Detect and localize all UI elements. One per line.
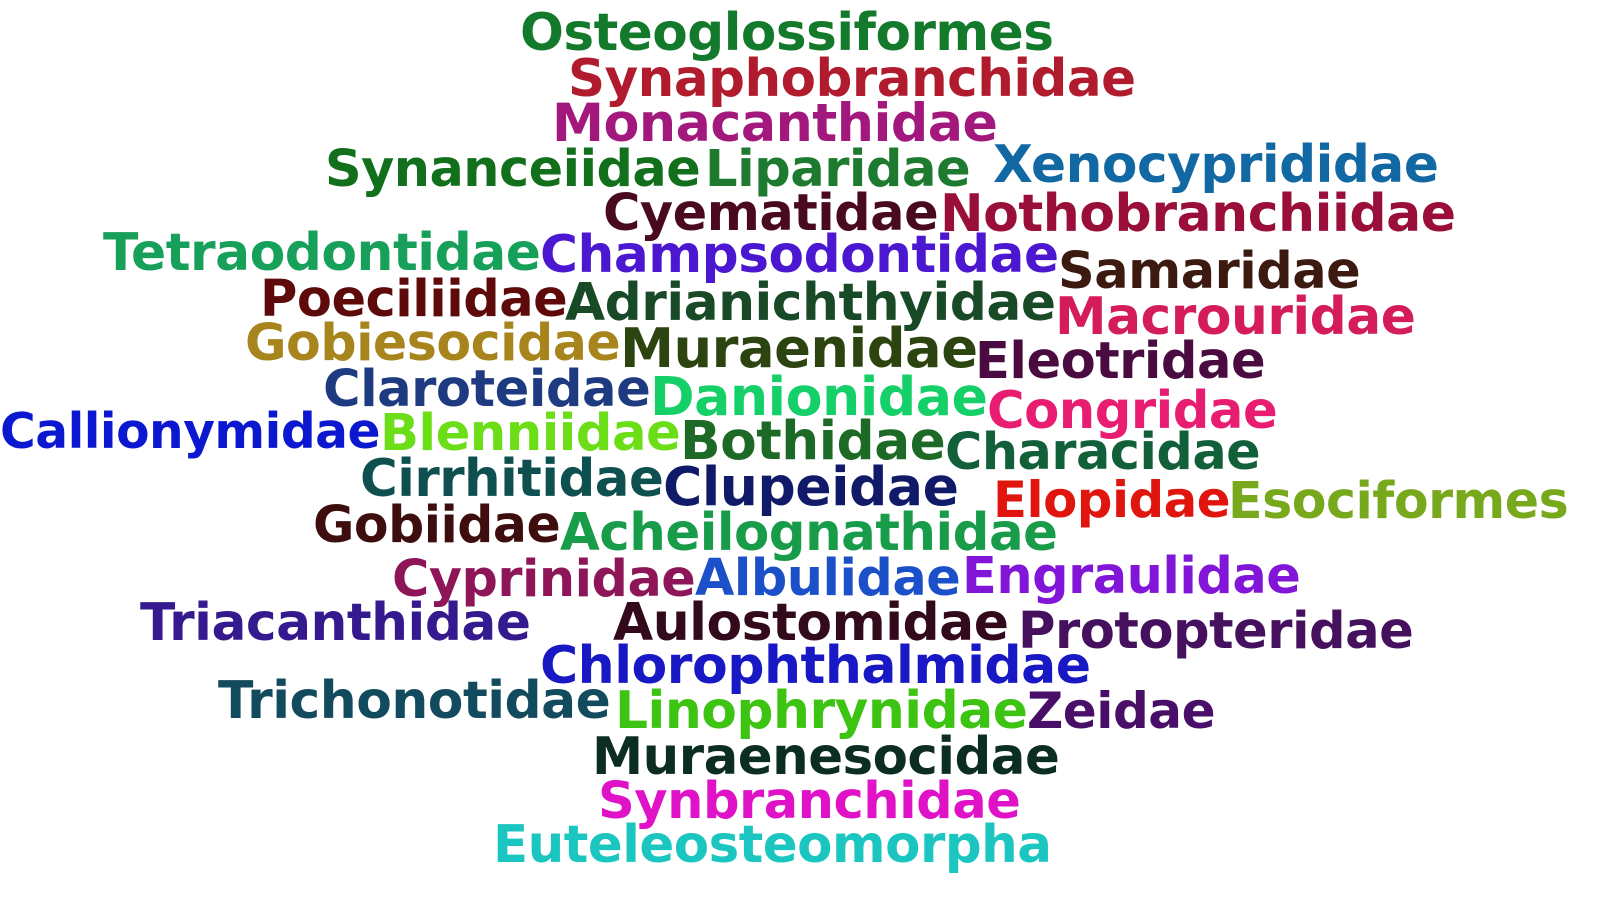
word-cirrhitidae: Cirrhitidae [360,449,664,509]
word-clupeidae: Clupeidae [663,455,959,518]
word-euteleosteomorpha: Euteleosteomorpha [493,815,1052,875]
word-characidae: Characidae [945,423,1261,482]
word-acheilognathidae: Acheilognathidae [560,503,1058,563]
word-protopteridae: Protopteridae [1018,602,1414,661]
word-claroteidae: Claroteidae [323,359,651,419]
word-monacanthidae: Monacanthidae [552,93,998,154]
word-callionymidae: Callionymidae [0,404,381,460]
word-gobiesocidae: Gobiesocidae [245,313,621,372]
word-nothobranchiidae: Nothobranchiidae [940,184,1456,244]
word-muraenidae: Muraenidae [620,317,978,380]
word-elopidae: Elopidae [993,471,1231,529]
word-cyprinidae: Cyprinidae [392,549,696,608]
word-synanceiidae: Synanceiidae [325,139,701,198]
word-blenniidae: Blenniidae [380,403,681,463]
word-tetraodontidae: Tetraodontidae [103,223,541,283]
word-aulostomidae: Aulostomidae [613,593,1009,653]
word-muraenesocidae: Muraenesocidae [592,727,1060,787]
word-liparidae: Liparidae [705,140,971,199]
word-xenocyprididae: Xenocyprididae [993,135,1439,195]
word-adrianichthyidae: Adrianichthyidae [565,273,1056,333]
word-danionidae: Danionidae [650,365,988,428]
word-triacanthidae: Triacanthidae [140,593,531,653]
word-synaphobranchidae: Synaphobranchidae [568,49,1136,109]
word-trichonotidae: Trichonotidae [218,671,611,731]
word-synbranchidae: Synbranchidae [598,772,1021,831]
word-osteoglossiformes: Osteoglossiformes [520,3,1054,63]
word-gobiidae: Gobiidae [313,495,561,554]
word-eleotridae: Eleotridae [975,332,1266,391]
word-samaridae: Samaridae [1058,242,1361,301]
word-poeciliidae: Poeciliidae [260,270,568,329]
word-linophrynidae: Linophrynidae [615,681,1028,741]
word-cyematidae: Cyematidae [603,184,939,243]
word-champsodontidae: Champsodontidae [540,225,1059,285]
word-macrouridae: Macrouridae [1055,287,1416,347]
word-esociformes: Esociformes [1228,471,1569,530]
word-zeidae: Zeidae [1027,682,1216,740]
word-engraulidae: Engraulidae [962,547,1301,606]
word-albulidae: Albulidae [695,549,961,608]
word-chlorophthalmidae: Chlorophthalmidae [540,636,1091,696]
word-bothidae: Bothidae [680,409,946,472]
word-congridae: Congridae [987,381,1278,441]
